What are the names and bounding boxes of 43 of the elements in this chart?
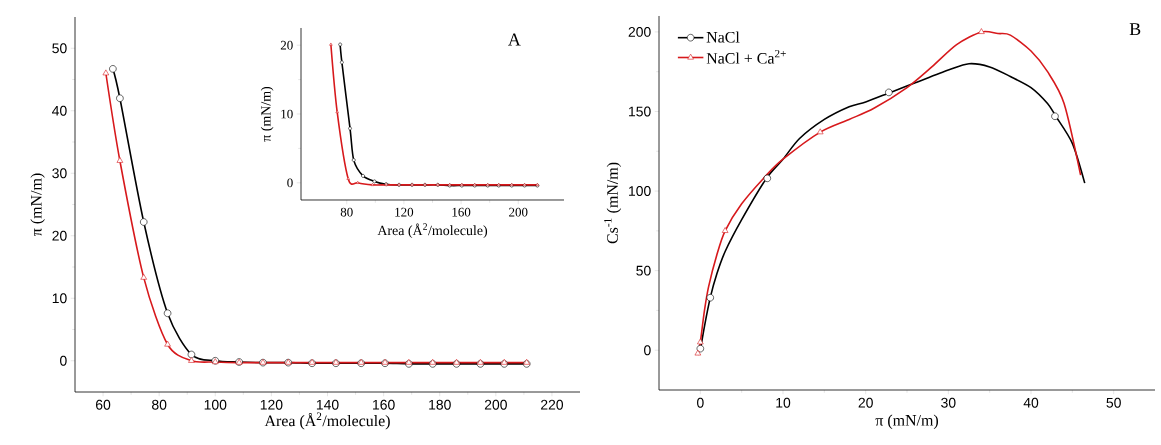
- x-tick-label: 20: [858, 397, 873, 408]
- legend-label: NaCl: [706, 31, 740, 43]
- x-tick-label: 120: [395, 207, 414, 217]
- x-tick-label: 160: [452, 207, 471, 217]
- legend-label: NaCl + Ca$^{2+}$: [706, 49, 786, 64]
- y-tick-label: 50: [636, 265, 651, 276]
- x-axis-title: Area (Å$^{2}$/molecule): [377, 223, 488, 238]
- x-tick-label: 0: [697, 397, 704, 408]
- x-tick-label: 60: [96, 399, 111, 410]
- y-axis-title: Cs$^{-1}$ (mN/m): [604, 162, 622, 244]
- x-tick-label: 200: [484, 399, 507, 410]
- y-tick-label: 200: [628, 26, 651, 37]
- x-axis-title: Area (Å$^{2}$/molecule): [264, 412, 390, 430]
- x-tick-label: 100: [204, 399, 227, 410]
- annotation: B: [1129, 23, 1141, 35]
- x-tick-label: 200: [509, 207, 528, 217]
- x-tick-label: 50: [1106, 397, 1121, 408]
- x-tick-label: 80: [340, 207, 353, 217]
- x-tick-label: 180: [429, 399, 451, 410]
- y-tick-label: 20: [52, 230, 67, 241]
- x-tick-label: 40: [1023, 397, 1039, 408]
- x-tick-label: 140: [316, 399, 339, 410]
- y-axis-title: π (mN/m): [30, 173, 45, 236]
- x-tick-label: 160: [373, 399, 395, 410]
- y-tick-label: 0: [644, 345, 651, 356]
- x-tick-label: 220: [541, 399, 564, 410]
- y-tick-label: 40: [52, 105, 67, 116]
- x-tick-label: 10: [776, 397, 791, 408]
- y-tick-label: 20: [280, 40, 293, 50]
- y-tick-label: 100: [629, 186, 651, 196]
- x-tick-label: 30: [941, 397, 956, 408]
- y-tick-label: 0: [287, 178, 293, 188]
- y-tick-label: 10: [52, 293, 67, 304]
- y-tick-label: 150: [629, 106, 651, 117]
- y-tick-label: 0: [60, 355, 67, 366]
- x-axis-title: π (mN/m): [875, 414, 939, 429]
- x-tick-label: 80: [152, 399, 167, 410]
- y-tick-label: 50: [52, 43, 67, 54]
- x-tick-label: 120: [260, 399, 283, 410]
- y-tick-label: 10: [281, 109, 293, 119]
- y-axis-title: π (mN/m): [260, 86, 274, 142]
- annotation: A: [508, 33, 521, 46]
- y-tick-label: 30: [52, 168, 67, 179]
